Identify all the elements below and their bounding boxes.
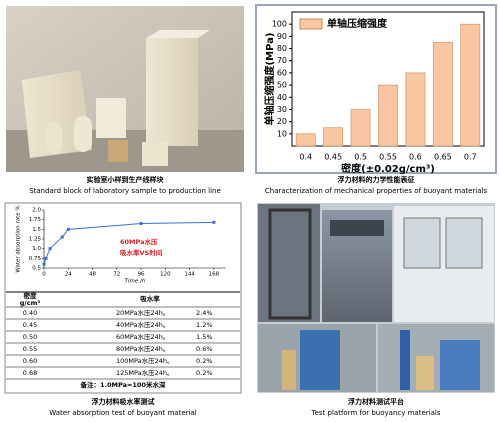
x-tick-label: 144 (184, 272, 195, 278)
y-tick-label: 40 (277, 93, 287, 102)
y-tick-label: 60 (277, 68, 287, 77)
table-cell: 100MPa水压24h。 (116, 356, 174, 365)
caption-cn: 实验室小样到生产线样块 (87, 175, 165, 184)
y-tick-label: 90 (277, 32, 287, 41)
point (139, 222, 143, 226)
x-tick-label: 0.4 (299, 153, 312, 162)
table-cell: 0.55 (23, 345, 37, 353)
x-tick-label: 0.45 (324, 153, 342, 162)
x-tick-label: 120 (160, 272, 171, 278)
platform-photo (257, 203, 495, 393)
x-tick-label: 0.7 (464, 153, 477, 162)
table-cell: 2.4% (196, 309, 213, 317)
legend-label: 单轴压缩强度 (327, 17, 388, 30)
x-tick-label: 0.6 (409, 153, 422, 162)
caption-cn: 浮力材料测试平台 (348, 397, 404, 406)
x-tick-label: 96 (138, 272, 145, 278)
caption-en: Standard block of laboratory sample to p… (29, 187, 221, 195)
y-tick-label: 50 (277, 81, 287, 90)
bar (295, 133, 316, 147)
table-cell: 0.50 (23, 333, 37, 341)
table-cell: 1.5% (196, 333, 213, 341)
y-tick-label: 2.0 (32, 208, 41, 214)
table-cell: 60MPa水压24h。 (116, 332, 169, 341)
legend-swatch (299, 18, 323, 30)
x-tick-label: 168 (209, 272, 220, 278)
point (42, 262, 46, 266)
y-tick-label: 70 (277, 56, 287, 65)
table-cell: 125MPa水压24h。 (116, 368, 174, 377)
x-tick-label: 48 (89, 272, 96, 278)
x-tick-label: 0.65 (434, 153, 452, 162)
samples-photo (6, 6, 244, 172)
bar (323, 127, 344, 147)
table-cell: 0.45 (23, 321, 37, 329)
table-header-bg (6, 292, 240, 307)
x-tick-label: 72 (113, 272, 120, 278)
x-axis-label: Time /h (125, 279, 146, 285)
table-note: 备注：1.0MPa≈100米水深 (80, 380, 166, 389)
y-tick-label: 80 (277, 44, 287, 53)
point (212, 220, 216, 224)
annotation: 60MPa水压 (120, 237, 158, 246)
caption-cn: 浮力材料吸水率测试 (92, 397, 155, 406)
x-tick-label: 0 (42, 272, 46, 278)
table-cell: 0.6% (196, 345, 213, 353)
table-cell: 80MPa水压24h。 (116, 344, 169, 353)
caption-en: Test platform for buoyancy materials (311, 409, 441, 417)
point (60, 235, 64, 239)
x-tick-label: 0.5 (354, 153, 367, 162)
x-tick-label: 0.55 (379, 153, 397, 162)
table-cell: 0.2% (196, 369, 213, 377)
table-cell: 1.2% (196, 321, 213, 329)
caption-en: Characterization of mechanical propertie… (265, 187, 488, 195)
table-header: g/cm³ (20, 299, 41, 307)
point (44, 256, 48, 260)
table-header: 密度 (24, 291, 38, 300)
y-axis-label: Water absorption rate % (16, 205, 22, 272)
table-cell: 20MPa水压24h。 (116, 308, 169, 317)
y-tick-label: 1.75 (29, 217, 42, 223)
y-axis-label: 单轴压缩强度(MPa) (263, 33, 276, 126)
y-tick-label: 100 (272, 20, 287, 29)
x-tick-label: 24 (65, 272, 72, 278)
bar (405, 72, 426, 147)
y-tick-label: 1.25 (29, 237, 42, 243)
bar (460, 23, 481, 147)
table-cell: 40MPa水压24h。 (116, 320, 169, 329)
legend-label: 吸水率VS时间 (120, 248, 163, 257)
y-tick-label: 1.5 (32, 227, 41, 233)
table-cell: 0.40 (23, 309, 37, 317)
y-tick-label: 30 (277, 105, 287, 114)
bar (378, 84, 398, 147)
y-tick-label: 20 (277, 117, 287, 126)
table-header: 吸水率 (140, 294, 160, 303)
table-cell: 0.2% (196, 357, 213, 365)
bar (350, 109, 371, 147)
point (48, 247, 52, 251)
y-tick-label: 0.75 (29, 256, 42, 262)
bar (432, 42, 453, 147)
table-cell: 0.60 (23, 357, 37, 365)
caption-cn: 浮力材料的力学性能表征 (338, 175, 415, 184)
y-tick-label: 1.0 (32, 246, 41, 252)
x-axis-label: 密度(±0.02g/cm³) (341, 162, 435, 175)
table-cell: 0.68 (23, 369, 37, 377)
y-tick-label: 10 (277, 129, 287, 138)
y-tick-label: 0.5 (32, 266, 41, 272)
caption-en: Water absorption test of buoyant materia… (49, 409, 196, 417)
point (66, 227, 70, 231)
